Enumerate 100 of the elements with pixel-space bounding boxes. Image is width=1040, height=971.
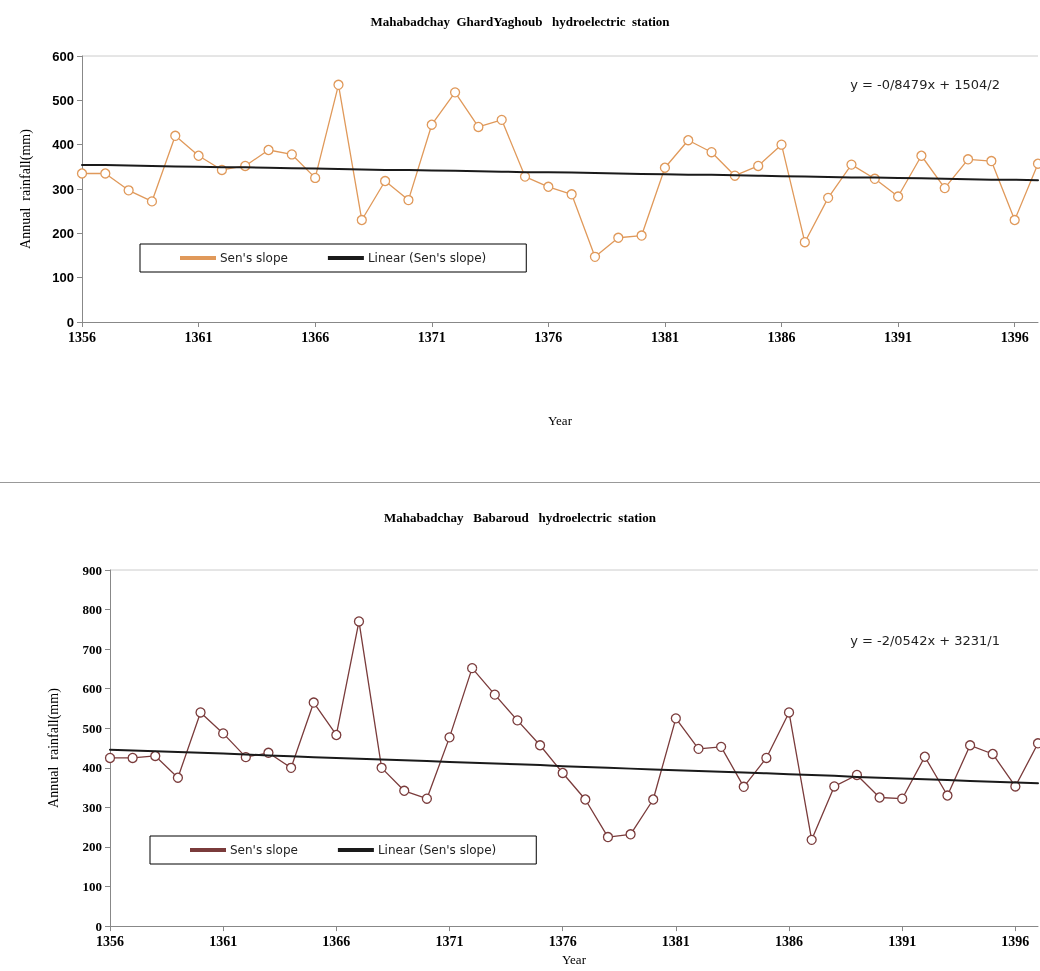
point (1009, 214, 1020, 226)
point (449, 87, 461, 98)
point (683, 135, 694, 146)
point (150, 750, 161, 762)
point (761, 752, 772, 764)
point (987, 748, 998, 760)
y-tick-label: 600 (82, 681, 102, 697)
x-tick-label: 1396 (1000, 329, 1029, 345)
x-tick-label: 1381 (650, 329, 679, 345)
point (263, 144, 274, 156)
point (799, 237, 810, 248)
x-tick-label: 1376 (548, 933, 577, 949)
x-tick-label: 1381 (661, 933, 690, 949)
x-tick-label: 1366 (301, 329, 330, 345)
x-tick-label: 1391 (884, 329, 913, 345)
point (285, 762, 297, 773)
point (444, 732, 455, 743)
point (580, 794, 591, 805)
x-tick-label: 1356 (96, 933, 124, 949)
point (636, 230, 647, 241)
point (170, 130, 181, 141)
point (625, 829, 636, 840)
y-tick-label: 500 (52, 92, 74, 108)
point (715, 741, 727, 753)
y-tick-label: 800 (82, 602, 102, 618)
point (589, 251, 601, 262)
x-tick-label: 1361 (184, 329, 213, 345)
point (874, 792, 885, 803)
point (613, 232, 624, 243)
y-tick-label: 200 (52, 225, 74, 241)
point (104, 752, 116, 764)
x-tick-label: 1371 (435, 933, 464, 949)
point (356, 214, 367, 226)
x-tick-label: 1386 (767, 329, 796, 345)
point (100, 168, 111, 179)
point (829, 781, 840, 792)
y-tick-label: 900 (82, 562, 102, 578)
point (783, 707, 795, 718)
y-tick-label: 400 (52, 137, 74, 153)
y-tick-label: 400 (82, 760, 102, 776)
y-tick-label: 100 (82, 879, 102, 895)
point (127, 752, 138, 764)
point (519, 171, 531, 182)
point (962, 154, 974, 165)
point (193, 150, 204, 161)
point (986, 155, 997, 167)
point (473, 121, 484, 133)
x-tick-label: 1366 (322, 933, 351, 949)
point (310, 172, 321, 184)
point (331, 729, 342, 741)
point (776, 139, 787, 150)
point (823, 192, 834, 204)
point (846, 159, 857, 170)
point (333, 79, 344, 90)
point (172, 772, 184, 783)
x-tick-label: 1376 (534, 329, 563, 345)
y-tick-label: 500 (82, 720, 102, 736)
point (916, 150, 927, 161)
point (379, 175, 391, 187)
point (738, 781, 749, 792)
y-axis-title: Annual rainfall(mm) (45, 687, 62, 808)
point (648, 794, 659, 805)
x-tick-label: 1386 (775, 933, 804, 949)
point (399, 785, 410, 796)
point (489, 689, 500, 700)
point (557, 767, 568, 779)
x-tick-label: 1371 (417, 329, 446, 345)
point (426, 119, 437, 130)
y-tick-label: 0 (95, 918, 102, 934)
point (964, 740, 976, 751)
point (353, 616, 365, 627)
point (376, 762, 387, 773)
point (753, 160, 764, 172)
y-tick-label: 300 (52, 181, 74, 197)
point (467, 662, 478, 674)
point (806, 834, 817, 845)
x-tick-label: 1391 (888, 933, 917, 949)
point (602, 831, 614, 843)
point (706, 147, 717, 158)
point (123, 185, 134, 196)
point (403, 194, 414, 206)
y-tick-label: 600 (52, 48, 74, 64)
point (218, 728, 229, 739)
point (543, 181, 554, 192)
point (195, 707, 206, 718)
point (146, 196, 158, 207)
point (566, 189, 577, 200)
point (919, 751, 930, 762)
y-tick-label: 700 (82, 641, 102, 657)
y-tick-label: 300 (82, 799, 102, 815)
point (939, 182, 950, 194)
x-tick-label: 1396 (1001, 933, 1030, 949)
legend-label: Linear (Sen's slope) (377, 843, 497, 857)
point (942, 790, 953, 801)
point (496, 114, 507, 125)
x-tick-label: 1356 (68, 329, 96, 345)
point (286, 149, 297, 160)
x-tick-label: 1361 (209, 933, 238, 949)
x-axis-title: Year (548, 413, 573, 428)
y-tick-label: 100 (52, 270, 74, 286)
